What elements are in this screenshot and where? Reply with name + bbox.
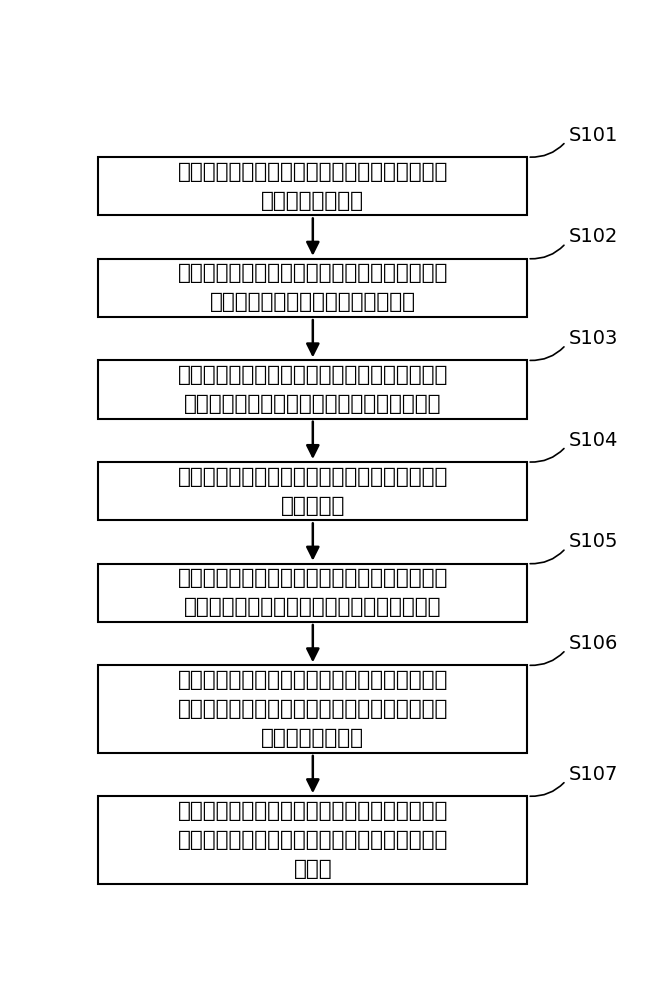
Text: S102: S102 [568, 227, 618, 246]
Text: S104: S104 [568, 431, 618, 450]
Bar [98, 462, 527, 520]
Bar [98, 259, 527, 317]
Text: S103: S103 [568, 329, 618, 348]
Bar [98, 360, 527, 419]
Text: 获取所述聚类样本与聚类样本簇内的其他聚类样
本之间的距离的加权平均值作为簇内的内聚度: 获取所述聚类样本与聚类样本簇内的其他聚类样 本之间的距离的加权平均值作为簇内的内… [178, 568, 448, 617]
Bar [98, 564, 527, 622]
Text: 将所述聚类样本与距离最小的聚类样本簇中所有
聚类样本之间的加权平均值作为与距离最小的聚
类样本簇的分离度: 将所述聚类样本与距离最小的聚类样本簇中所有 聚类样本之间的加权平均值作为与距离最… [178, 670, 448, 748]
Text: 将所述权重向量与距离向量相乘获得的乘积作为
加权平均值: 将所述权重向量与距离向量相乘获得的乘积作为 加权平均值 [178, 467, 448, 516]
Text: S105: S105 [568, 532, 618, 551]
Text: 对所述距离向量进行归一化处理，分别获得单个
距离值的权重值，将若干权重值构成权重向量: 对所述距离向量进行归一化处理，分别获得单个 距离值的权重值，将若干权重值构成权重… [178, 365, 448, 414]
Text: S107: S107 [568, 765, 618, 784]
Bar [98, 796, 527, 884]
Bar [98, 157, 527, 215]
Text: 分别计算所述聚类样本与聚类样本簇内的其他聚
类样本之间的距离值并构成距离向量: 分别计算所述聚类样本与聚类样本簇内的其他聚 类样本之间的距离值并构成距离向量 [178, 263, 448, 312]
Bar [98, 665, 527, 753]
Text: 获取广告业务用户的聚类样本，根据所述聚类样
本构建聚类样本簇: 获取广告业务用户的聚类样本，根据所述聚类样 本构建聚类样本簇 [178, 162, 448, 211]
Text: 以所述分离度与内聚度之差为分子，以所述内聚
度和分离度中最大值作为分母，将分数值作为评
估系数: 以所述分离度与内聚度之差为分子，以所述内聚 度和分离度中最大值作为分母，将分数值… [178, 801, 448, 879]
Text: S106: S106 [568, 634, 618, 653]
Text: S101: S101 [568, 126, 618, 145]
